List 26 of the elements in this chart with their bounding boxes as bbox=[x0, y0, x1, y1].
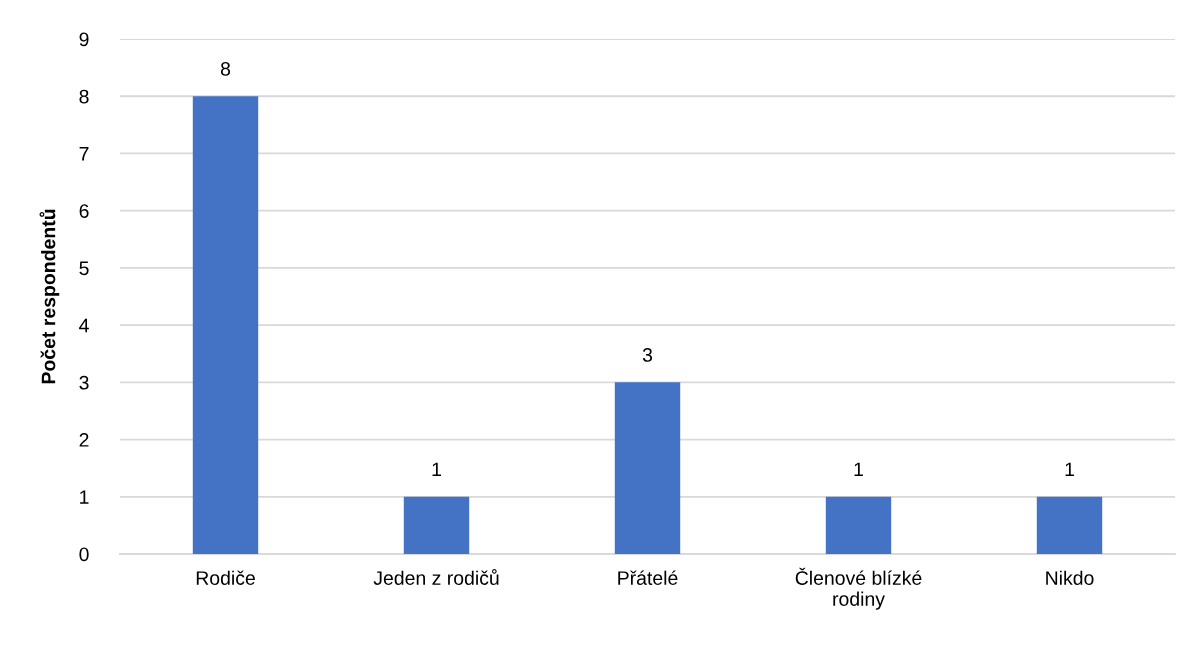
bar bbox=[403, 496, 470, 554]
y-tick-label: 0 bbox=[79, 547, 89, 562]
data-label: 1 bbox=[1065, 462, 1074, 477]
y-axis-title: Počet respondentů bbox=[39, 209, 60, 384]
x-tick-label: Přátelé bbox=[618, 570, 678, 585]
bar bbox=[614, 382, 681, 554]
x-tick-label: Rodiče bbox=[196, 570, 255, 585]
y-tick-label: 8 bbox=[79, 89, 89, 104]
y-tick-label: 1 bbox=[80, 490, 89, 504]
data-label: 1 bbox=[854, 462, 863, 477]
data-label: 3 bbox=[642, 348, 653, 362]
y-tick-label: 6 bbox=[79, 204, 89, 218]
bar bbox=[825, 496, 892, 554]
x-tick-label: Nikdo bbox=[1046, 570, 1094, 585]
y-tick-label: 2 bbox=[79, 433, 89, 447]
x-tick-label: Jeden z rodičů bbox=[373, 569, 499, 585]
y-tick-label: 7 bbox=[79, 147, 89, 161]
data-label: 8 bbox=[220, 61, 231, 76]
x-tick-label: Členové blízké rodiny bbox=[795, 567, 922, 610]
y-tick-label: 9 bbox=[79, 32, 89, 47]
data-label: 1 bbox=[432, 462, 441, 477]
y-tick-label: 5 bbox=[79, 261, 89, 276]
bar bbox=[192, 96, 259, 554]
y-tick-label: 4 bbox=[79, 318, 89, 333]
bar bbox=[1036, 496, 1103, 554]
y-tick-label: 3 bbox=[79, 375, 89, 390]
